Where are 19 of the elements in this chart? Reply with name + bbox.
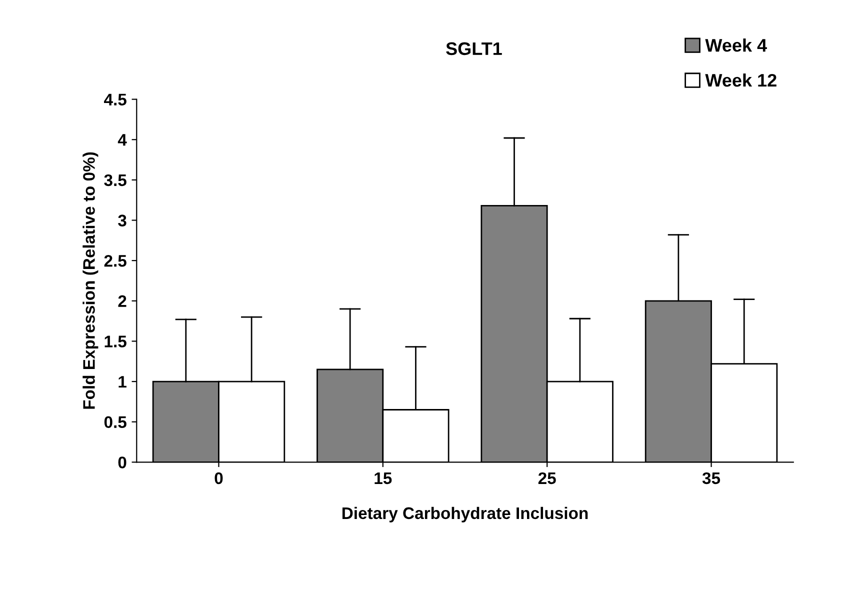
x-tick-label: 25 xyxy=(538,472,556,484)
y-tick-label: 1.5 xyxy=(104,336,126,348)
y-tick-label: 2.5 xyxy=(104,254,126,267)
y-tick-label: 3 xyxy=(118,214,126,226)
x-tick-label: 0 xyxy=(214,472,223,484)
y-tick-label: 4 xyxy=(118,134,127,146)
x-tick-label: 15 xyxy=(374,472,392,484)
y-tick-label: 2 xyxy=(118,295,126,307)
y-tick-label: 0 xyxy=(118,456,126,468)
x-tick-label: 35 xyxy=(702,472,720,484)
chart-title: SGLT1 xyxy=(446,42,502,56)
y-tick-label: 4.5 xyxy=(104,94,126,106)
legend-label: Week 4 xyxy=(705,38,767,52)
y-tick-label: 1 xyxy=(118,376,126,388)
legend-label: Week 12 xyxy=(705,73,776,87)
y-tick-label: 3.5 xyxy=(104,174,126,186)
y-tick-label: 0.5 xyxy=(104,416,126,428)
x-axis-title: Dietary Carbohydrate Inclusion xyxy=(342,506,588,522)
y-axis-title: Fold Expression (Relative to 0%) xyxy=(82,152,98,409)
